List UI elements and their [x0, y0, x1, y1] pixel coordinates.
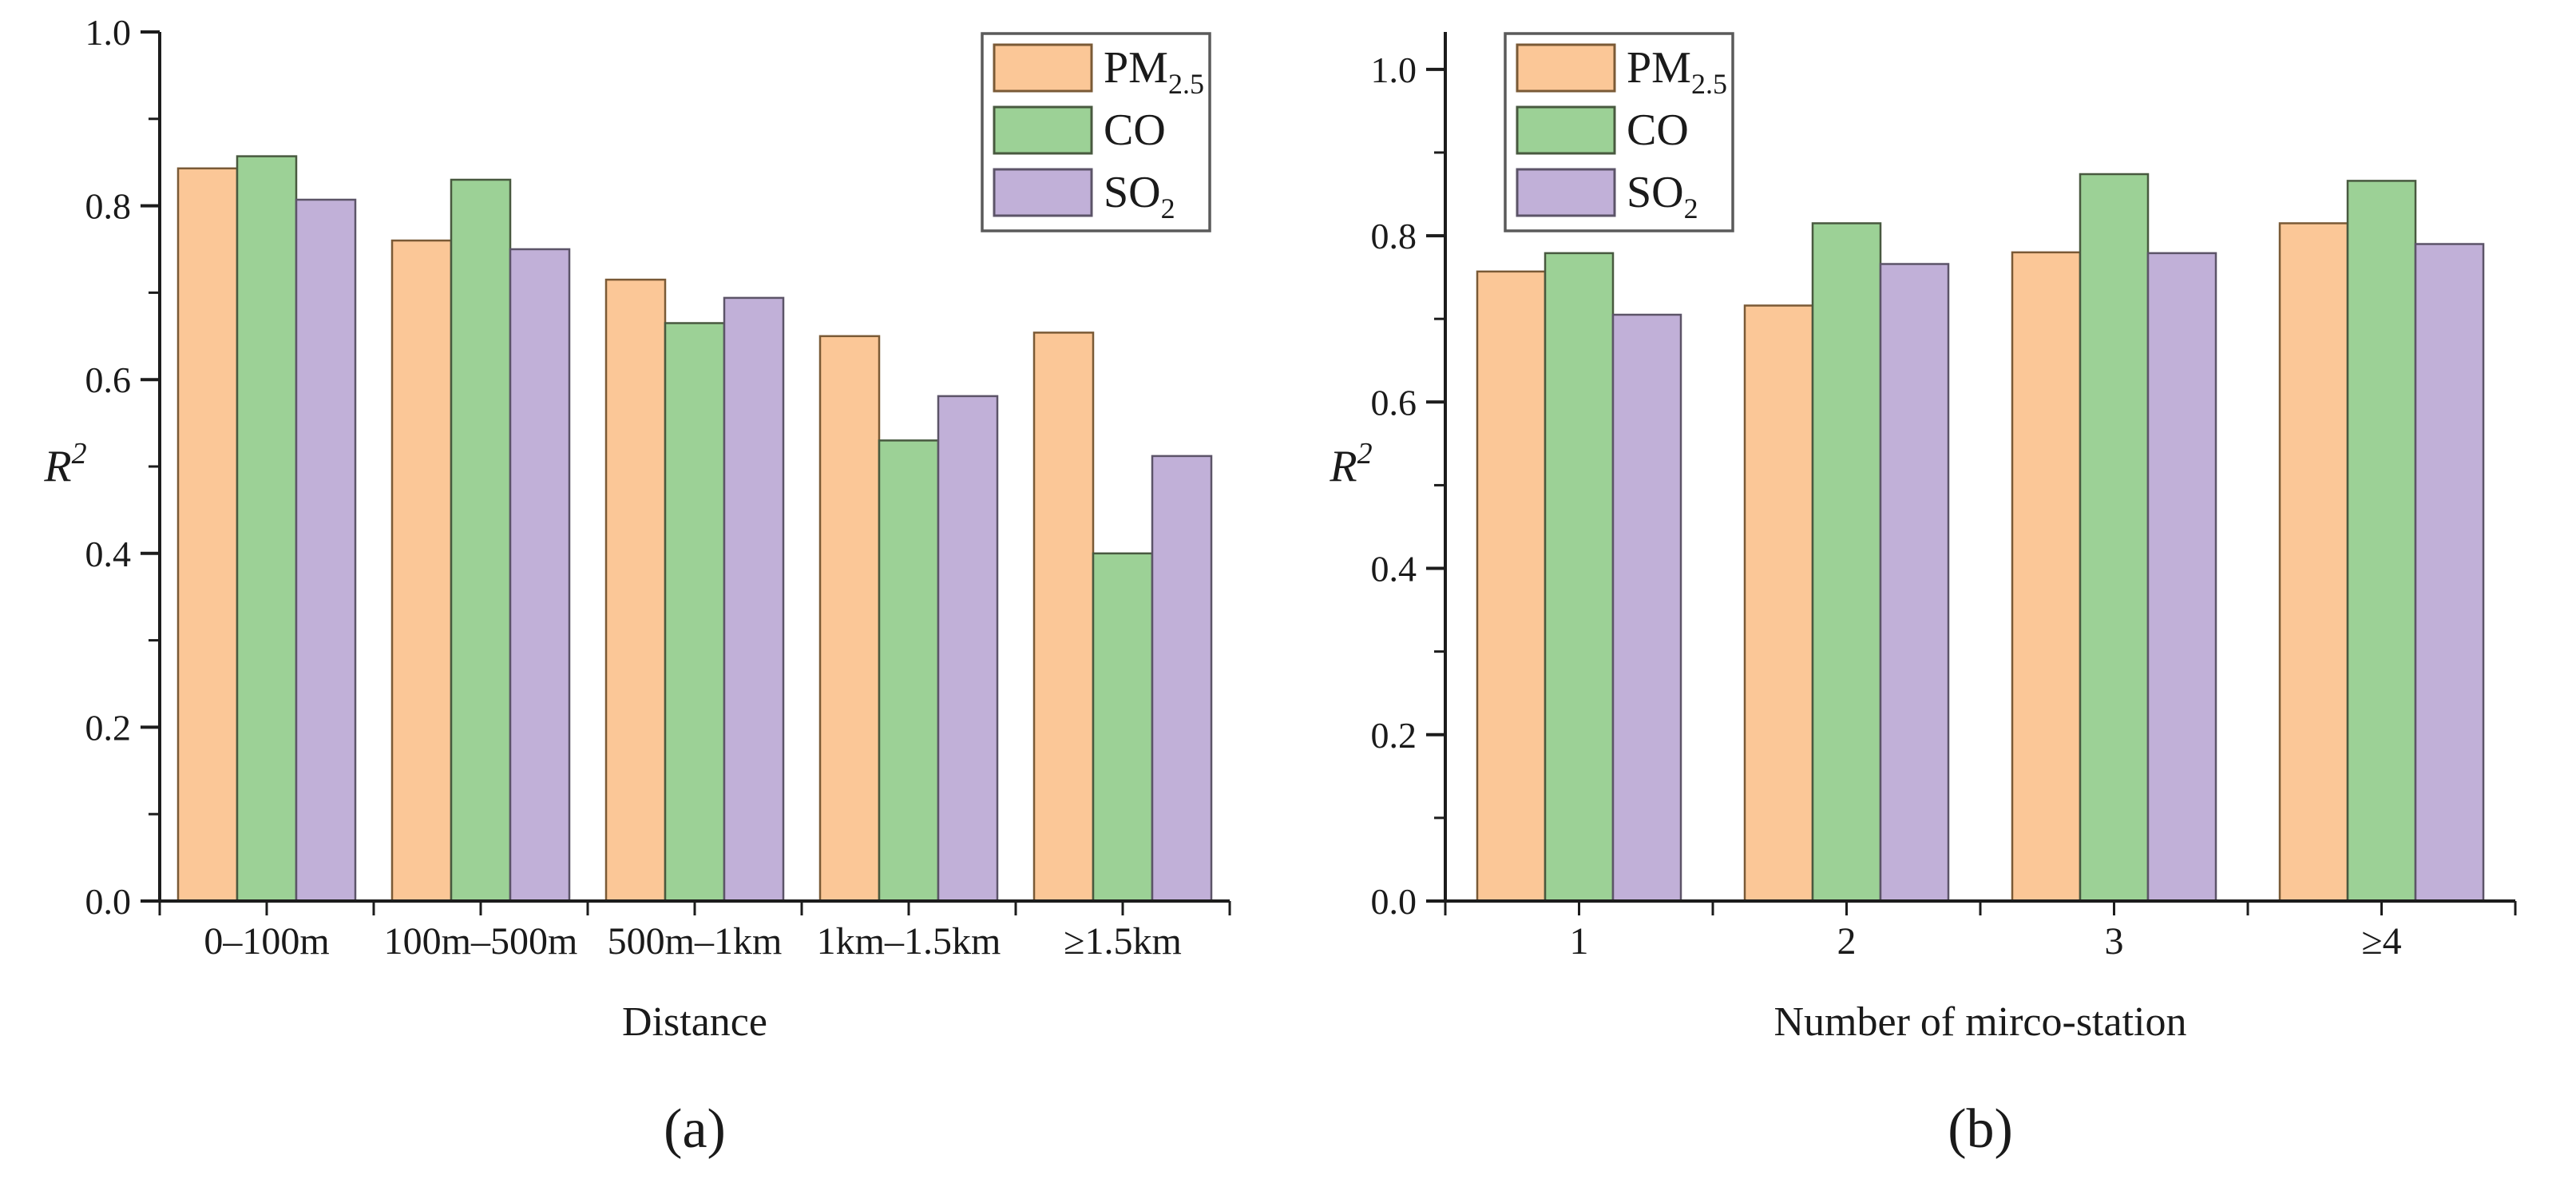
- y-tick-label: 0.4: [85, 534, 132, 574]
- y-tick-label: 1.0: [1371, 50, 1417, 90]
- x-axis-title: Number of mirco-station: [1774, 999, 2187, 1045]
- legend-swatch-CO: [993, 105, 1093, 155]
- panel-caption: (b): [1948, 1098, 2013, 1160]
- y-axis-title: R2: [1329, 437, 1372, 491]
- x-tick-label: ≥1.5km: [1064, 920, 1182, 963]
- legend: PM2.5CO SO2: [981, 32, 1211, 232]
- x-tick-label: 100m–500m: [384, 920, 578, 963]
- y-tick-label: 0.8: [85, 186, 132, 227]
- bar-CO-1: [1544, 252, 1615, 903]
- bar-PM2.5-0–100m: [176, 167, 239, 903]
- legend-swatch-SO2: [1516, 168, 1616, 217]
- legend-label-PM2.5: PM2.5: [1104, 43, 1204, 100]
- x-tick-label: 1km–1.5km: [817, 920, 1001, 963]
- legend-swatch-PM2.5: [993, 43, 1093, 93]
- legend: PM2.5CO SO2: [1504, 32, 1734, 232]
- bar-CO-3: [2079, 173, 2150, 903]
- panel-b: 0.0 0.2 0.4 0.6 0.8 1.0 1 2 3 ≥4 R2 Number of mirco…: [1288, 0, 2576, 1191]
- bar-CO-≥1.5km: [1092, 552, 1154, 903]
- x-tick-label: 1: [1570, 920, 1589, 963]
- y-tick-label: 0.2: [1371, 715, 1417, 756]
- panel-caption: (a): [664, 1098, 726, 1160]
- bar-PM2.5-2: [1743, 304, 1814, 903]
- panel-b-chart: 0.0 0.2 0.4 0.6 0.8 1.0 1 2 3 ≥4 R2 Number of mirco…: [1329, 32, 2517, 1160]
- y-tick-label: 0.6: [1371, 382, 1417, 423]
- x-tick-label: 2: [1837, 920, 1857, 963]
- bar-SO2-500m–1km: [723, 296, 785, 903]
- bar-CO-≥4: [2346, 180, 2417, 903]
- panel-a-chart: 0.0 0.2 0.4 0.6 0.8 1.0 0–100m 100m–500m 500m–1k…: [43, 12, 1231, 1160]
- bar-CO-500m–1km: [664, 322, 726, 903]
- bar-CO-100m–500m: [450, 178, 512, 903]
- bar-SO2-≥4: [2414, 243, 2485, 903]
- x-tick-label: 3: [2105, 920, 2124, 963]
- y-tick-label: 0.6: [85, 359, 132, 400]
- y-tick-label: 0.8: [1371, 216, 1417, 256]
- panel-a: 0.0 0.2 0.4 0.6 0.8 1.0 0–100m 100m–500m 500m–1k…: [43, 12, 1231, 1160]
- bar-PM2.5-3: [2011, 251, 2082, 903]
- y-tick-label: 0.2: [85, 707, 132, 748]
- x-tick-label: 500m–1km: [608, 920, 783, 963]
- bar-SO2-1: [1611, 313, 1682, 903]
- bar-SO2-2: [1879, 263, 1950, 903]
- bar-CO-0–100m: [236, 155, 298, 903]
- legend-label-CO: CO: [1627, 105, 1689, 155]
- bar-SO2-100m–500m: [509, 248, 571, 903]
- x-axis-title: Distance: [622, 999, 767, 1045]
- bar-PM2.5-100m–500m: [390, 239, 453, 903]
- legend-label-CO: CO: [1104, 105, 1166, 155]
- y-axis-title: R2: [43, 437, 86, 491]
- bar-SO2-0–100m: [295, 198, 357, 903]
- bar-PM2.5-1: [1476, 270, 1547, 903]
- bar-CO-1km–1.5km: [878, 439, 940, 903]
- legend-label-SO2: SO2: [1104, 168, 1175, 224]
- bar-SO2-3: [2146, 252, 2217, 903]
- legend-swatch-CO: [1516, 105, 1616, 155]
- bar-SO2-1km–1.5km: [937, 395, 999, 903]
- bar-CO-2: [1811, 222, 1882, 903]
- bar-PM2.5-1km–1.5km: [818, 335, 881, 903]
- bar-PM2.5-≥1.5km: [1032, 331, 1095, 903]
- legend-swatch-PM2.5: [1516, 43, 1616, 93]
- y-tick-label: 1.0: [85, 12, 132, 53]
- legend-label-PM2.5: PM2.5: [1627, 43, 1727, 100]
- bar-PM2.5-500m–1km: [604, 278, 667, 903]
- bar-PM2.5-≥4: [2278, 222, 2349, 903]
- y-tick-label: 0.0: [1371, 881, 1417, 922]
- x-tick-label: ≥4: [2361, 920, 2401, 963]
- y-tick-label: 0.4: [1371, 549, 1417, 590]
- bar-SO2-≥1.5km: [1151, 455, 1213, 903]
- x-tick-label: 0–100m: [204, 920, 329, 963]
- legend-swatch-SO2: [993, 168, 1093, 217]
- y-tick-label: 0.0: [85, 881, 132, 922]
- legend-label-SO2: SO2: [1627, 168, 1698, 224]
